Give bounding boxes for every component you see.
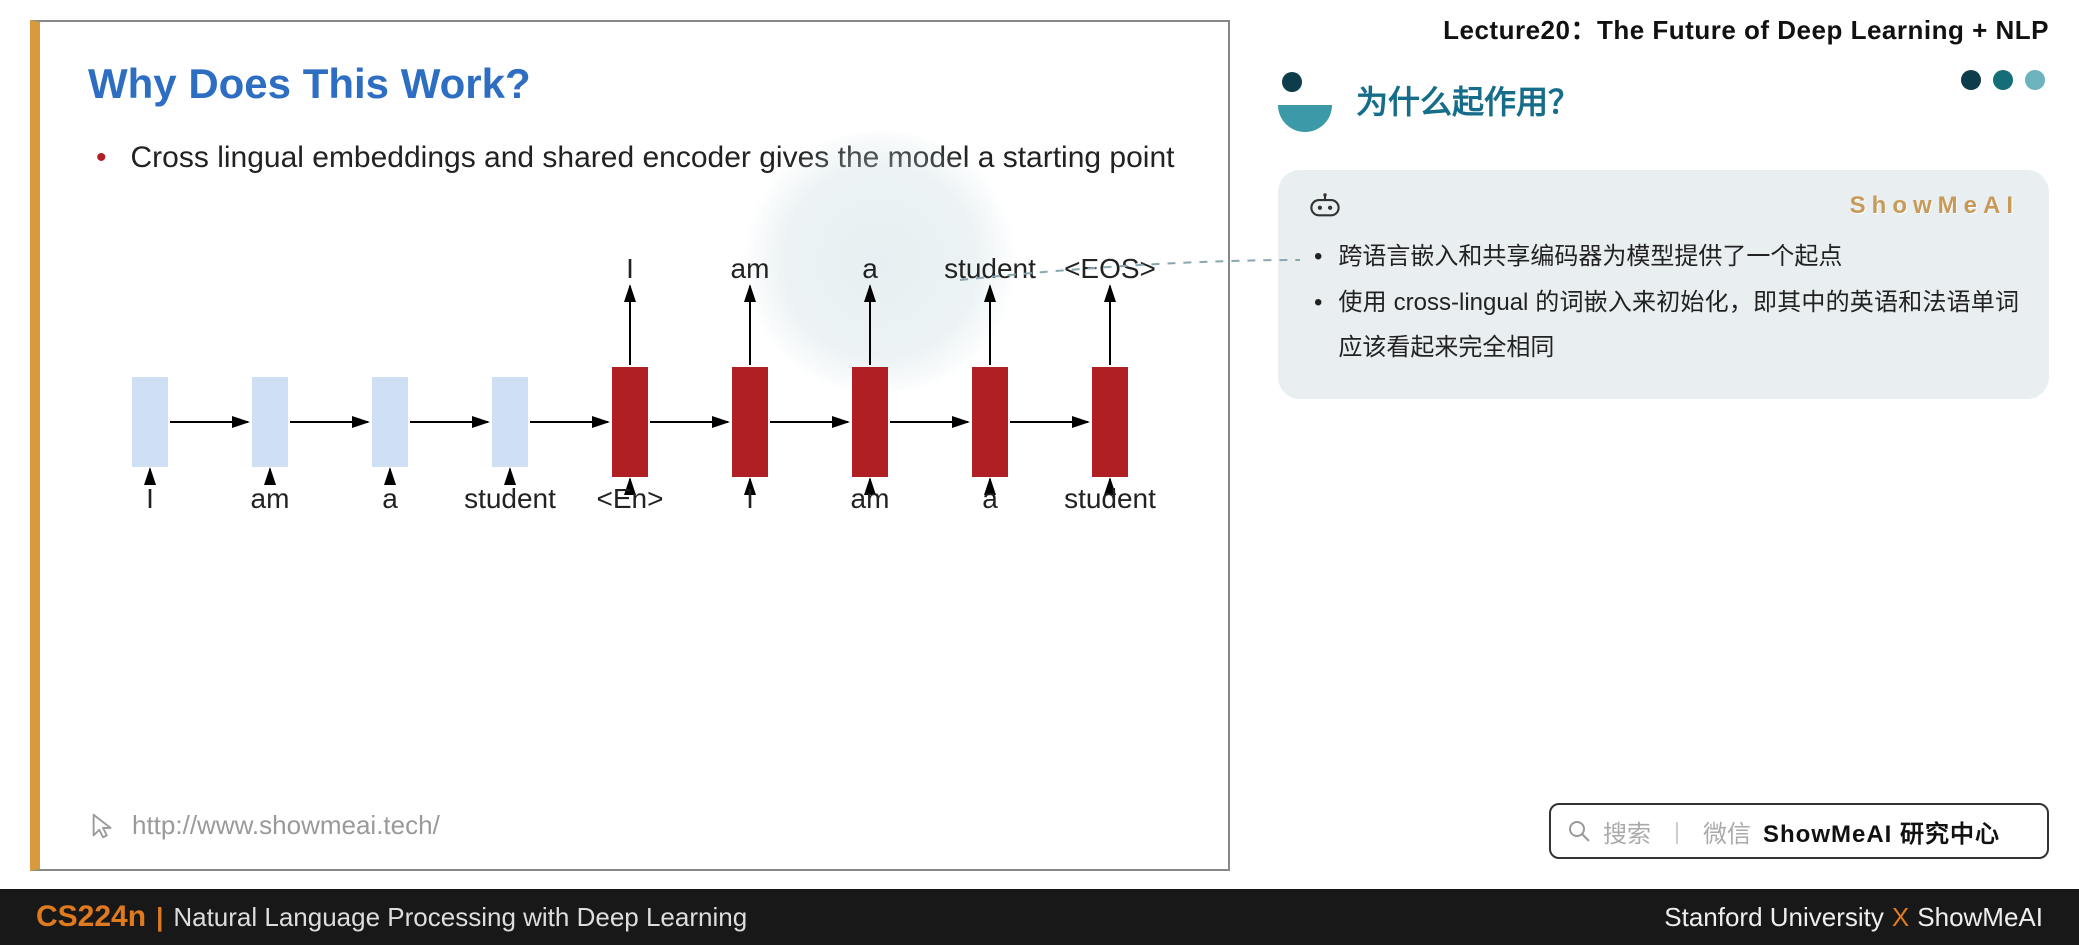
svg-text:am: am	[251, 483, 290, 514]
svg-text:<En>: <En>	[597, 483, 664, 514]
slide-title: Why Does This Work?	[88, 60, 1188, 108]
note-box: ShowMeAI 跨语言嵌入和共享编码器为模型提供了一个起点使用 cross-l…	[1278, 170, 2049, 399]
svg-text:a: a	[382, 483, 398, 514]
search-sep: 丨	[1665, 814, 1689, 849]
search-strong: ShowMeAI 研究中心	[1763, 814, 2000, 849]
search-hint2: 微信	[1703, 814, 1751, 849]
cursor-icon	[88, 811, 118, 841]
search-icon	[1567, 819, 1591, 843]
slide-bullet: Cross lingual embeddings and shared enco…	[96, 138, 1188, 179]
brand-watermark: ShowMeAI	[1850, 192, 2019, 220]
rnn-diagram: Iam a student <En> I Iam am a a student student <EO…	[100, 252, 1220, 532]
search-box[interactable]: 搜索 丨 微信 ShowMeAI 研究中心	[1549, 803, 2049, 859]
svg-text:I: I	[746, 483, 754, 514]
right-panel: Lecture20：The Future of Deep Learning + …	[1248, 0, 2079, 889]
footer-pipe: |	[156, 902, 163, 933]
svg-text:student: student	[1064, 483, 1156, 514]
notes-list: 跨语言嵌入和共享编码器为模型提供了一个起点使用 cross-lingual 的词…	[1308, 234, 2019, 371]
note-item: 使用 cross-lingual 的词嵌入来初始化，即其中的英语和法语单词应该看…	[1308, 280, 2019, 371]
main-area: Why Does This Work? Cross lingual embedd…	[0, 0, 2079, 889]
footer-subtitle: Natural Language Processing with Deep Le…	[173, 902, 747, 933]
svg-text:I: I	[146, 483, 154, 514]
slide-link: http://www.showmeai.tech/	[88, 810, 440, 841]
section-icon	[1278, 70, 1338, 130]
svg-text:am: am	[731, 253, 770, 284]
footer: CS224n | Natural Language Processing wit…	[0, 889, 2079, 945]
footer-course: CS224n	[36, 900, 146, 934]
svg-text:am: am	[851, 483, 890, 514]
decor-dots	[1961, 70, 2045, 90]
svg-text:<EOS>: <EOS>	[1064, 253, 1156, 284]
svg-text:a: a	[982, 483, 998, 514]
left-panel: Why Does This Work? Cross lingual embedd…	[0, 0, 1248, 889]
robot-icon	[1308, 193, 1342, 219]
section-title: 为什么起作用？	[1356, 77, 1580, 123]
slide: Why Does This Work? Cross lingual embedd…	[30, 20, 1230, 871]
note-item: 跨语言嵌入和共享编码器为模型提供了一个起点	[1308, 234, 2019, 280]
lecture-header: Lecture20：The Future of Deep Learning + …	[1443, 10, 2049, 47]
section-header: 为什么起作用？	[1278, 70, 1580, 130]
footer-brand: ShowMeAI	[1917, 902, 2043, 933]
svg-text:I: I	[626, 253, 634, 284]
slide-link-text: http://www.showmeai.tech/	[132, 810, 440, 841]
svg-text:a: a	[862, 253, 878, 284]
footer-x: X	[1892, 902, 1909, 933]
footer-uni: Stanford University	[1664, 902, 1884, 933]
svg-text:student: student	[464, 483, 556, 514]
svg-text:student: student	[944, 253, 1036, 284]
search-hint1: 搜索	[1603, 814, 1651, 849]
slide-bullet-text: Cross lingual embeddings and shared enco…	[131, 138, 1175, 179]
